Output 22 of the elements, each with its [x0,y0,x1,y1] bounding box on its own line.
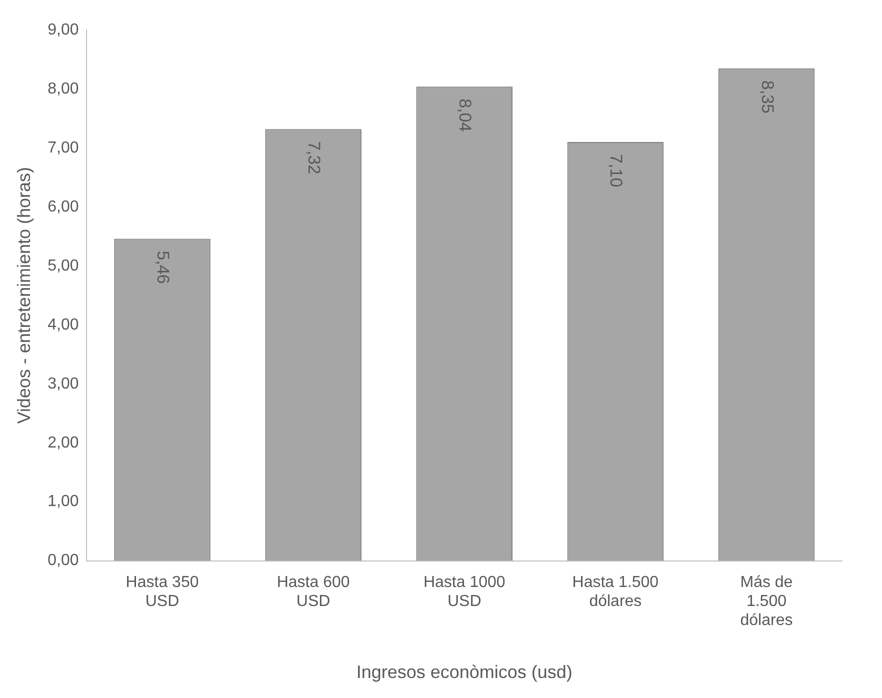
y-tick-label: 5,00 [48,257,79,274]
x-tick-label: Más de 1.500 dólares [740,574,793,630]
y-tick-label: 9,00 [48,21,79,38]
x-tick-label: Hasta 1000 USD [423,574,506,610]
data-label: 7,10 [606,154,626,188]
y-tick-label: 6,00 [48,198,79,216]
x-tick-label: Hasta 1.500 dólares [572,574,659,610]
x-tick-label: Hasta 600 USD [276,574,350,610]
y-tick-label: 3,00 [48,375,79,392]
y-tick-label: 2,00 [48,434,79,452]
y-tick-label: 4,00 [48,316,79,334]
data-label: 8,04 [456,98,475,132]
x-tick-label: Hasta 350 USD [126,574,199,610]
y-tick-label: 8,00 [48,80,79,98]
y-axis-title: Videos - entretenimiento (horas) [14,166,34,424]
data-label: 7,32 [304,141,324,174]
x-axis-title: Ingresos econòmicos (usd) [356,662,572,682]
data-label: 5,46 [154,250,173,284]
y-tick-label: 0,00 [48,552,79,570]
y-tick-label: 1,00 [48,493,79,510]
data-label: 8,35 [758,80,777,114]
y-tick-label: 7,00 [48,139,79,156]
